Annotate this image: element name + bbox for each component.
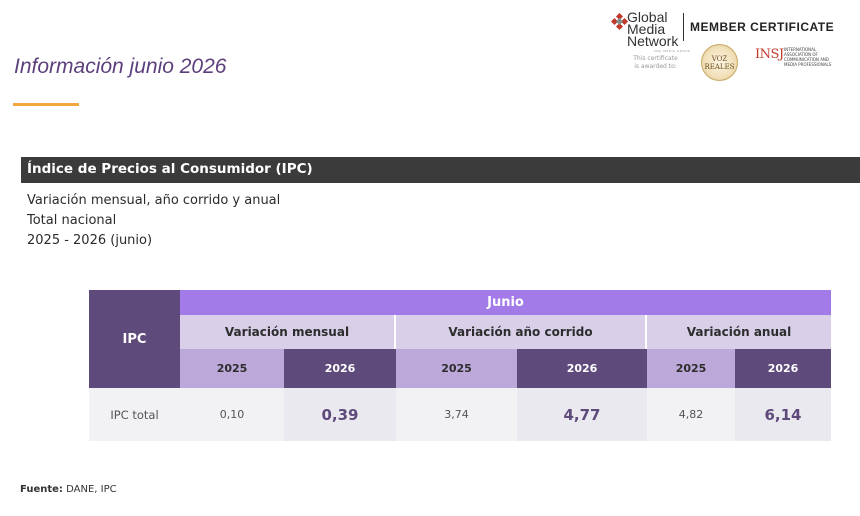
- subtitle-line: Variación mensual, año corrido y anual: [27, 193, 281, 208]
- certificate-divider: [683, 13, 684, 41]
- source-label: Fuente:: [20, 484, 63, 495]
- certificate-note-line: This certificate: [633, 55, 678, 62]
- global-media-network-logo-icon: [610, 13, 629, 31]
- table-cell: 4,77: [517, 388, 647, 441]
- year-header: 2026: [284, 349, 396, 388]
- gmn-logo-line: Media: [627, 21, 666, 37]
- subtitle-line: Total nacional: [27, 213, 117, 228]
- source-text: DANE, IPC: [66, 484, 117, 495]
- table-cell: 4,82: [647, 388, 735, 441]
- voz-reales-seal-icon: VOZ REALES: [701, 44, 738, 81]
- subtitle-line: 2025 - 2026 (junio): [27, 233, 153, 248]
- table-row-header: IPC: [89, 290, 180, 388]
- gmn-logo-line: Network: [627, 33, 679, 49]
- member-certificate: Global Media Network INSJ MEDIA GROUP Th…: [608, 10, 853, 85]
- source-note: Fuente: DANE, IPC: [20, 484, 117, 495]
- gmn-logo-text: Global Media Network: [627, 9, 687, 49]
- title-underline: [13, 103, 79, 106]
- certificate-note: This certificate is awarded to:: [618, 55, 693, 71]
- certificate-note-line: is awarded to:: [634, 63, 677, 70]
- table-cell: 3,74: [396, 388, 517, 441]
- seal-line: REALES: [704, 63, 735, 71]
- section-title: Índice de Precios al Consumidor (IPC): [27, 161, 313, 177]
- group-header-monthly: Variación mensual: [180, 315, 396, 349]
- seal-text: VOZ REALES: [702, 55, 737, 71]
- year-header: 2025: [647, 349, 735, 388]
- page-title: Información junio 2026: [14, 55, 227, 78]
- seal-line: VOZ: [711, 55, 728, 63]
- gmn-logo-subtext: INSJ MEDIA GROUP: [654, 49, 691, 53]
- year-header: 2026: [517, 349, 647, 388]
- year-header: 2025: [396, 349, 517, 388]
- section-header: Índice de Precios al Consumidor (IPC): [21, 157, 860, 183]
- table-cell: 0,39: [284, 388, 396, 441]
- ipc-table: IPC Junio Variación mensual Variación añ…: [89, 290, 831, 441]
- table-cell: 0,10: [180, 388, 284, 441]
- year-header: 2026: [735, 349, 831, 388]
- gmn-logo-line: Global: [627, 9, 668, 25]
- group-header-ytd: Variación año corrido: [396, 315, 647, 349]
- table-cell: 6,14: [735, 388, 831, 441]
- table-row-label: IPC total: [89, 388, 180, 441]
- period-header: Junio: [180, 290, 831, 315]
- certificate-heading: MEMBER CERTIFICATE: [690, 20, 835, 34]
- year-header: 2025: [180, 349, 284, 388]
- insj-logo: INSJ: [755, 47, 784, 62]
- insj-description: International Association of Communicati…: [784, 47, 832, 67]
- group-header-annual: Variación anual: [647, 315, 831, 349]
